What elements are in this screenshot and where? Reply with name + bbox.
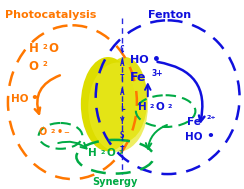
- Text: L: L: [120, 103, 124, 112]
- Text: 2: 2: [43, 61, 47, 67]
- Text: HO: HO: [130, 55, 149, 65]
- Text: T: T: [120, 146, 124, 155]
- Text: C: C: [120, 45, 124, 54]
- Text: H: H: [138, 102, 147, 112]
- Text: Fenton: Fenton: [148, 10, 191, 20]
- Ellipse shape: [88, 63, 148, 152]
- Text: Synergy: Synergy: [92, 177, 138, 187]
- Text: •: •: [152, 53, 161, 67]
- Text: 2: 2: [168, 104, 172, 109]
- Text: Photocatalysis: Photocatalysis: [5, 10, 96, 20]
- Text: O: O: [39, 127, 47, 137]
- Text: 2: 2: [100, 150, 104, 155]
- Text: 2: 2: [150, 104, 154, 109]
- Text: O: O: [156, 102, 164, 112]
- Ellipse shape: [103, 57, 147, 141]
- Text: •: •: [31, 92, 39, 105]
- Ellipse shape: [81, 57, 135, 151]
- Text: 3+: 3+: [152, 69, 163, 78]
- Text: S: S: [120, 131, 124, 140]
- Text: T: T: [120, 74, 124, 83]
- Text: 2+: 2+: [206, 115, 216, 120]
- Text: 2: 2: [51, 129, 55, 134]
- Text: 2: 2: [118, 150, 122, 155]
- Text: Fe: Fe: [187, 117, 201, 127]
- Text: −: −: [63, 130, 69, 136]
- Text: •: •: [206, 130, 214, 143]
- Text: HO: HO: [185, 132, 203, 142]
- Text: Y: Y: [120, 117, 124, 126]
- Text: •: •: [57, 127, 63, 137]
- Text: O: O: [29, 60, 39, 73]
- Text: HO: HO: [11, 94, 28, 104]
- Text: 2: 2: [43, 44, 47, 50]
- Text: H: H: [29, 42, 39, 55]
- Text: Fe: Fe: [130, 71, 146, 84]
- Text: O: O: [49, 42, 59, 55]
- Text: O: O: [106, 148, 115, 158]
- Text: H: H: [88, 148, 97, 158]
- Text: A: A: [120, 60, 124, 68]
- Text: A: A: [120, 88, 124, 97]
